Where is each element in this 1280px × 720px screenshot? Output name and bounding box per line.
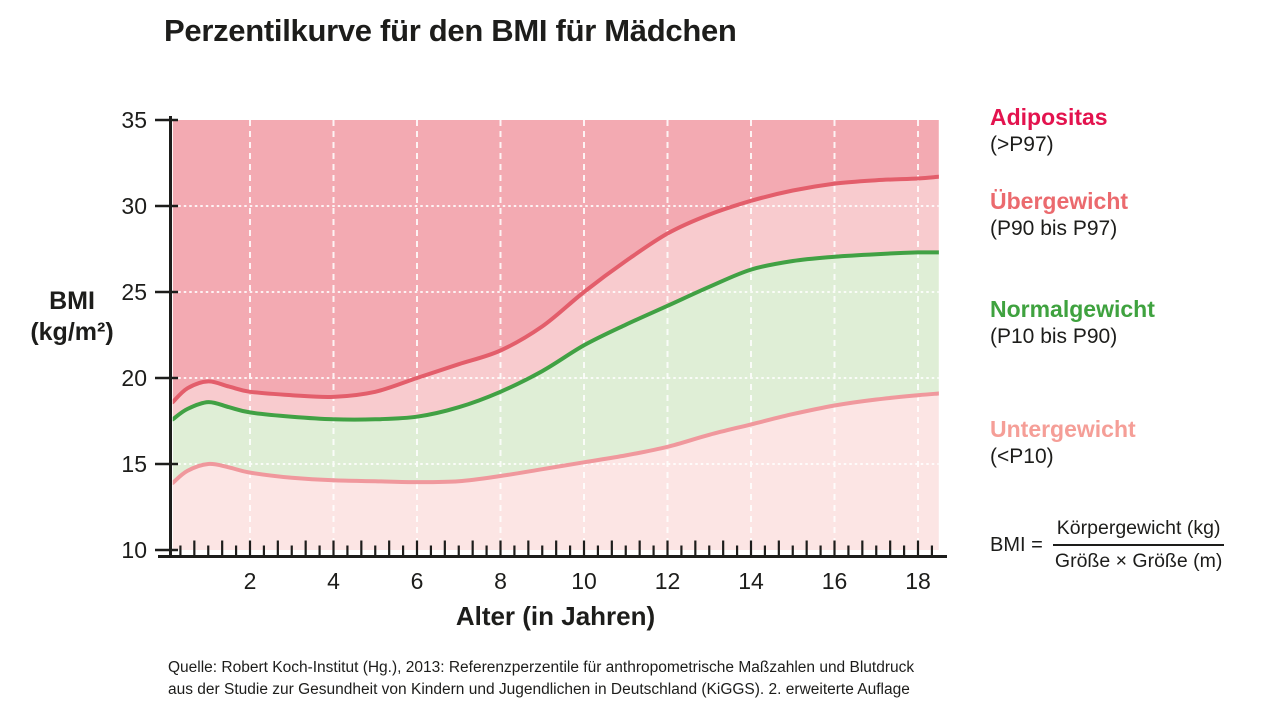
legend-item-untergewicht: Untergewicht (<P10) xyxy=(990,415,1136,471)
svg-text:10: 10 xyxy=(571,568,597,594)
y-axis-label-line1: BMI xyxy=(49,287,95,315)
x-tick-labels: 2 4 6 8 10 12 14 16 18 xyxy=(244,568,931,594)
source-line2: aus der Studie zur Gesundheit von Kinder… xyxy=(168,680,910,698)
legend-label: Normalgewicht xyxy=(990,296,1155,322)
y-tick-labels: 10 15 20 25 30 35 xyxy=(121,107,147,563)
svg-text:25: 25 xyxy=(121,279,147,305)
svg-text:35: 35 xyxy=(121,107,147,133)
svg-text:16: 16 xyxy=(822,568,848,594)
legend-range: (P10 bis P90) xyxy=(990,325,1118,348)
x-axis-label: Alter (in Jahren) xyxy=(455,601,656,631)
legend-range: (>P97) xyxy=(990,133,1054,156)
legend-label: Übergewicht xyxy=(990,188,1129,214)
y-axis-label: BMI (kg/m²) xyxy=(8,286,136,348)
svg-text:18: 18 xyxy=(905,568,931,594)
legend-item-adipositas: Adipositas (>P97) xyxy=(990,103,1108,159)
svg-text:6: 6 xyxy=(411,568,424,594)
curve-P97 xyxy=(172,174,939,405)
axes xyxy=(158,116,947,558)
legend-item-uebergewicht: Übergewicht (P90 bis P97) xyxy=(990,187,1128,243)
formula-lhs: BMI = xyxy=(990,533,1043,556)
legend-label: Untergewicht xyxy=(990,416,1136,442)
svg-text:30: 30 xyxy=(121,193,147,219)
svg-text:8: 8 xyxy=(494,568,507,594)
legend-range: (<P10) xyxy=(990,445,1054,468)
svg-text:2: 2 xyxy=(244,568,257,594)
source-text: Quelle: Robert Koch-Institut (Hg.), 2013… xyxy=(168,657,914,700)
svg-text:14: 14 xyxy=(738,568,764,594)
formula-denominator: Größe × Größe (m) xyxy=(1054,550,1223,572)
curve-P10 xyxy=(172,391,939,485)
bmi-formula: BMI = Körpergewicht (kg) Größe × Größe (… xyxy=(990,517,1225,573)
svg-text:4: 4 xyxy=(327,568,340,594)
svg-text:15: 15 xyxy=(121,451,147,477)
legend-range: (P90 bis P97) xyxy=(990,217,1118,240)
svg-text:20: 20 xyxy=(121,365,147,391)
y-axis-ticks xyxy=(155,118,178,552)
page-title: Perzentilkurve für den BMI für Mädchen xyxy=(164,13,737,48)
source-line1: Quelle: Robert Koch-Institut (Hg.), 2013… xyxy=(168,659,915,676)
legend-label: Adipositas xyxy=(990,104,1108,130)
formula-numerator: Körpergewicht (kg) xyxy=(1052,517,1225,546)
x-axis-ticks xyxy=(179,540,934,557)
curve-P90 xyxy=(172,250,939,422)
y-axis-label-line2: (kg/m²) xyxy=(30,318,114,346)
formula-fraction: Körpergewicht (kg) Größe × Größe (m) xyxy=(1052,517,1225,573)
svg-text:12: 12 xyxy=(655,568,681,594)
chart-gridlines xyxy=(172,120,939,550)
legend-item-normalgewicht: Normalgewicht (P10 bis P90) xyxy=(990,295,1155,351)
chart-curves xyxy=(172,174,939,485)
svg-text:10: 10 xyxy=(121,537,147,563)
